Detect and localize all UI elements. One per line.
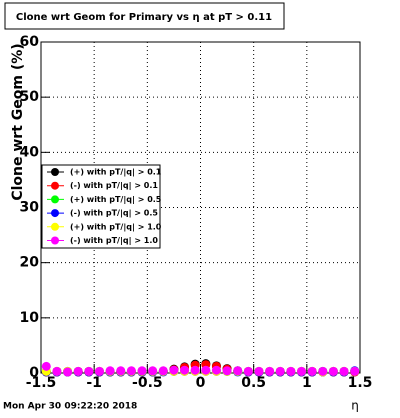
data-point: [297, 366, 307, 376]
y-tick-label: 60: [20, 34, 40, 50]
data-point: [275, 366, 285, 376]
data-point: [233, 366, 243, 376]
legend-marker: [51, 195, 59, 204]
legend-label: (-) with pT/|q| > 0.1: [70, 181, 158, 190]
legend-marker: [51, 168, 59, 176]
legend-label: (+) with pT/|q| > 0.1: [70, 168, 162, 177]
title-box: [4, 2, 285, 30]
y-tick-label: 10: [20, 310, 40, 326]
data-point: [211, 365, 221, 375]
y-tick-label: 40: [20, 144, 40, 160]
legend-marker: [51, 181, 59, 190]
data-point: [63, 367, 73, 377]
x-tick-label: 0.5: [241, 375, 266, 391]
x-tick-label: 1: [302, 375, 312, 391]
data-point: [105, 366, 115, 376]
x-axis-label: η: [351, 399, 359, 413]
x-tick-label: -1: [86, 375, 102, 391]
data-point: [126, 366, 136, 376]
data-point: [307, 366, 317, 376]
data-point: [180, 365, 190, 375]
legend-label: (-) with pT/|q| > 1.0: [70, 236, 158, 245]
data-point: [222, 366, 232, 376]
data-point: [41, 361, 51, 371]
data-point: [339, 366, 349, 376]
x-tick-label: -0.5: [132, 375, 163, 391]
data-point: [84, 366, 94, 376]
data-point: [190, 365, 200, 375]
data-point: [201, 365, 211, 375]
legend-label: (+) with pT/|q| > 1.0: [70, 222, 162, 231]
y-tick-label: 20: [20, 255, 40, 271]
y-tick-label: 50: [20, 89, 40, 105]
chart-title: Clone wrt Geom for Primary vs η at pT > …: [16, 12, 272, 23]
y-axis-label: Clone wrt Geom (%): [10, 43, 26, 200]
legend-label: (+) with pT/|q| > 0.5: [70, 195, 162, 204]
data-point: [73, 366, 83, 376]
y-tick-label: 30: [20, 200, 40, 216]
data-point: [286, 366, 296, 376]
data-point: [94, 366, 104, 376]
data-point: [169, 365, 179, 375]
data-point: [137, 366, 147, 376]
data-point: [148, 366, 158, 376]
x-tick-label: -1.5: [26, 375, 57, 391]
x-tick-label: 0: [196, 375, 206, 391]
data-point: [243, 366, 253, 376]
data-point: [350, 366, 360, 376]
footer: Mon Apr 30 09:22:20 2018: [3, 402, 137, 412]
data-point: [52, 366, 62, 376]
y-tick-label: 0: [29, 365, 39, 381]
legend-label: (-) with pT/|q| > 0.5: [70, 209, 158, 218]
legend-marker: [51, 222, 59, 231]
data-point: [265, 366, 275, 376]
legend-box: [41, 164, 161, 249]
legend-marker: [51, 236, 59, 245]
data-point: [158, 366, 168, 376]
data-point: [254, 366, 264, 376]
data-point: [318, 366, 328, 376]
data-point: [116, 366, 126, 376]
legend-marker: [51, 209, 59, 218]
x-tick-label: 1.5: [348, 375, 373, 391]
data-point: [328, 366, 338, 376]
